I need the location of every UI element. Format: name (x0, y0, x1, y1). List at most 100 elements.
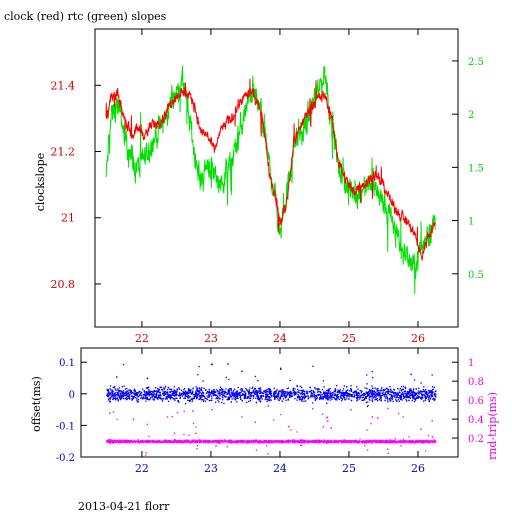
rnd-trip-point (357, 442, 359, 444)
offset-point (116, 391, 118, 394)
offset-point (191, 398, 194, 400)
offset-point (260, 390, 262, 393)
rnd-trip-point (129, 440, 131, 442)
offset-point (178, 388, 180, 390)
offset-point (392, 400, 394, 402)
rnd-trip-point (430, 440, 433, 443)
offset-point (266, 388, 268, 391)
rnd-trip-point (174, 439, 176, 441)
rnd-trip-point (329, 440, 331, 443)
offset-point (225, 396, 227, 398)
rnd-trip-point (206, 441, 209, 444)
rnd-trip-point (410, 440, 412, 442)
offset-point (421, 394, 423, 396)
rnd-trip-point (259, 442, 262, 444)
rnd-trip-point (343, 439, 345, 441)
offset-point (275, 392, 277, 394)
offset-point (290, 396, 292, 398)
rnd-trip-point (368, 440, 371, 443)
rnd-trip-point (431, 441, 434, 444)
offset-point (268, 389, 270, 392)
offset-point (371, 395, 373, 398)
rnd-trip-point (185, 441, 187, 443)
rnd-trip-point (362, 441, 364, 443)
offset-point (130, 390, 132, 392)
offset-point (143, 397, 145, 399)
offset-point (332, 394, 334, 396)
offset-point (393, 393, 395, 395)
rnd-trip-point (349, 441, 352, 443)
offset-point (173, 393, 176, 395)
offset-point (301, 392, 303, 394)
offset-point (142, 388, 144, 390)
rnd-trip-point (254, 441, 256, 443)
offset-point (170, 397, 172, 399)
offset-point (322, 380, 325, 382)
offset-point (197, 389, 199, 391)
offset-point (137, 399, 140, 401)
rnd-trip-point (203, 439, 205, 441)
offset-point (412, 392, 414, 394)
offset-point (287, 387, 290, 389)
offset-point (221, 388, 223, 391)
offset-point (286, 394, 288, 396)
rnd-trip-point (299, 444, 302, 446)
offset-point (311, 391, 313, 393)
rnd-trip-point (297, 441, 299, 443)
rnd-trip-point (431, 440, 433, 442)
offset-point (239, 389, 242, 391)
offset-point (404, 386, 407, 388)
rnd-trip-point (400, 441, 402, 444)
offset-point (156, 391, 158, 393)
offset-point (399, 392, 401, 394)
offset-point (352, 391, 354, 394)
offset-point (282, 389, 284, 391)
rnd-trip-point (319, 441, 321, 444)
offset-point (429, 392, 431, 394)
offset-point (297, 396, 299, 399)
offset-point (129, 391, 132, 393)
top-y2-tick-label: 0.5 (468, 270, 484, 281)
offset-point (237, 394, 239, 396)
offset-point (428, 392, 430, 394)
offset-point (254, 388, 256, 390)
offset-point (363, 393, 365, 395)
offset-point (364, 387, 366, 389)
offset-point (362, 394, 364, 396)
rnd-trip-point (268, 442, 270, 444)
offset-point (310, 395, 313, 397)
rnd-trip-point (209, 441, 211, 443)
offset-point (131, 395, 134, 398)
offset-point (176, 397, 178, 399)
offset-point (288, 394, 290, 396)
offset-point (316, 394, 318, 397)
rnd-trip-point (379, 440, 381, 442)
offset-point (162, 389, 164, 391)
offset-point (246, 389, 248, 391)
offset-point (174, 398, 176, 400)
rnd-trip-point (348, 442, 351, 444)
offset-point (205, 389, 207, 391)
offset-point (270, 394, 272, 396)
offset-point (253, 395, 255, 397)
offset-point (161, 398, 163, 400)
offset-point (376, 389, 379, 391)
rnd-trip-point (195, 432, 197, 435)
rnd-trip-point (250, 440, 253, 442)
top-y-tick-label: 21 (61, 212, 75, 225)
offset-point (123, 391, 125, 394)
rnd-trip-point (180, 440, 182, 442)
rnd-trip-point (352, 441, 355, 443)
rnd-trip-point (255, 441, 257, 443)
rnd-trip-point (139, 440, 141, 443)
offset-point (431, 393, 433, 395)
offset-point (342, 388, 345, 390)
rnd-trip-point (147, 440, 149, 442)
offset-point (288, 396, 291, 399)
top-y2-tick-label: 1 (468, 217, 474, 228)
offset-point (406, 393, 409, 395)
offset-point (235, 391, 237, 393)
rnd-trip-point (348, 441, 350, 443)
offset-point (248, 392, 250, 394)
offset-point (254, 393, 256, 395)
